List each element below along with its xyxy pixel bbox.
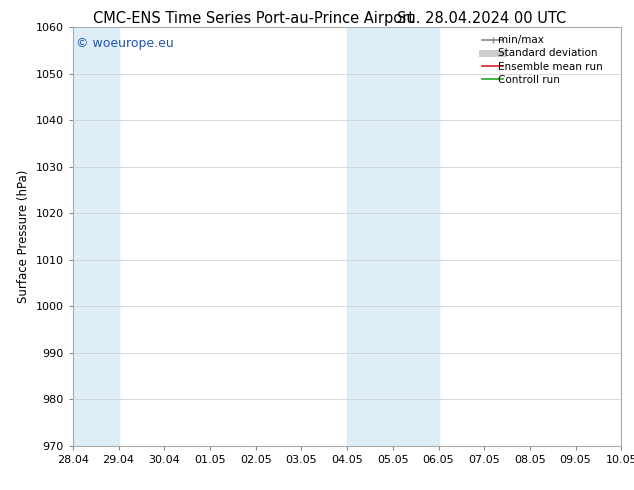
Text: © woeurope.eu: © woeurope.eu — [75, 37, 174, 50]
Text: CMC-ENS Time Series Port-au-Prince Airport: CMC-ENS Time Series Port-au-Prince Airpo… — [93, 11, 414, 26]
Y-axis label: Surface Pressure (hPa): Surface Pressure (hPa) — [17, 170, 30, 303]
Bar — [347, 27, 439, 446]
Bar — [73, 27, 119, 446]
Legend: min/max, Standard deviation, Ensemble mean run, Controll run: min/max, Standard deviation, Ensemble me… — [479, 32, 616, 88]
Text: Su. 28.04.2024 00 UTC: Su. 28.04.2024 00 UTC — [398, 11, 566, 26]
